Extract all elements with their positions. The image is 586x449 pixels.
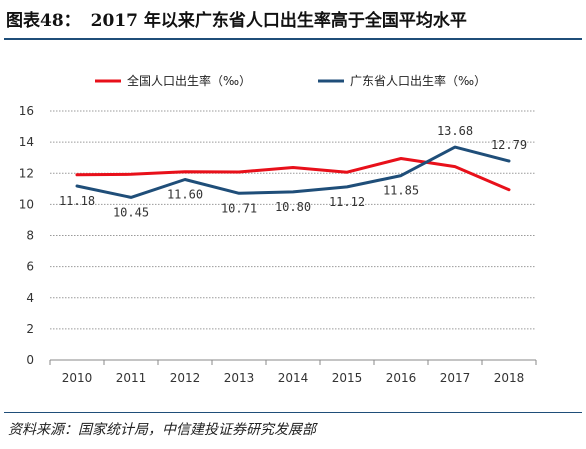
x-tick-label: 2012 <box>170 371 201 385</box>
legend-label-national: 全国人口出生率（‰） <box>127 73 251 88</box>
x-tick-label: 2013 <box>224 371 255 385</box>
y-tick-label: 10 <box>19 197 34 211</box>
data-label: 12.79 <box>491 138 527 152</box>
y-tick-label: 8 <box>26 229 34 243</box>
x-tick-label: 2014 <box>278 371 309 385</box>
x-tick-label: 2017 <box>440 371 471 385</box>
y-tick-label: 4 <box>26 291 34 305</box>
y-tick-label: 0 <box>26 353 34 367</box>
data-label: 10.80 <box>275 200 311 214</box>
y-tick-label: 2 <box>26 322 34 336</box>
y-tick-label: 14 <box>19 135 34 149</box>
x-tick-label: 2015 <box>332 371 363 385</box>
figure-title-text: 2017 年以来广东省人口出生率高于全国平均水平 <box>90 11 467 31</box>
guangdong-birth-rate-line <box>75 145 511 199</box>
figure-title: 图表48： 2017 年以来广东省人口出生率高于全国平均水平 <box>6 6 467 31</box>
data-label: 13.68 <box>437 124 473 138</box>
y-tick-label: 6 <box>26 260 34 274</box>
data-label: 11.85 <box>383 184 419 198</box>
y-tick-label: 16 <box>19 104 34 118</box>
legend-label-guangdong: 广东省人口出生率（‰） <box>350 73 486 88</box>
x-tick-label: 2016 <box>386 371 417 385</box>
national-birth-rate-line <box>75 157 511 192</box>
x-tick-label: 2010 <box>62 371 93 385</box>
data-label: 10.45 <box>113 205 149 219</box>
source-note: 资料来源：国家统计局，中信建投证券研究发展部 <box>8 422 316 438</box>
data-label: 11.18 <box>59 194 95 208</box>
source-rule <box>4 412 582 413</box>
x-tick-label: 2011 <box>116 371 147 385</box>
data-label: 11.60 <box>167 187 203 201</box>
data-label: 10.71 <box>221 201 257 215</box>
data-label: 11.12 <box>329 195 365 209</box>
title-rule <box>4 38 582 40</box>
y-tick-label: 12 <box>19 166 34 180</box>
x-tick-label: 2018 <box>494 371 525 385</box>
figure-label: 图表48： <box>6 11 81 31</box>
